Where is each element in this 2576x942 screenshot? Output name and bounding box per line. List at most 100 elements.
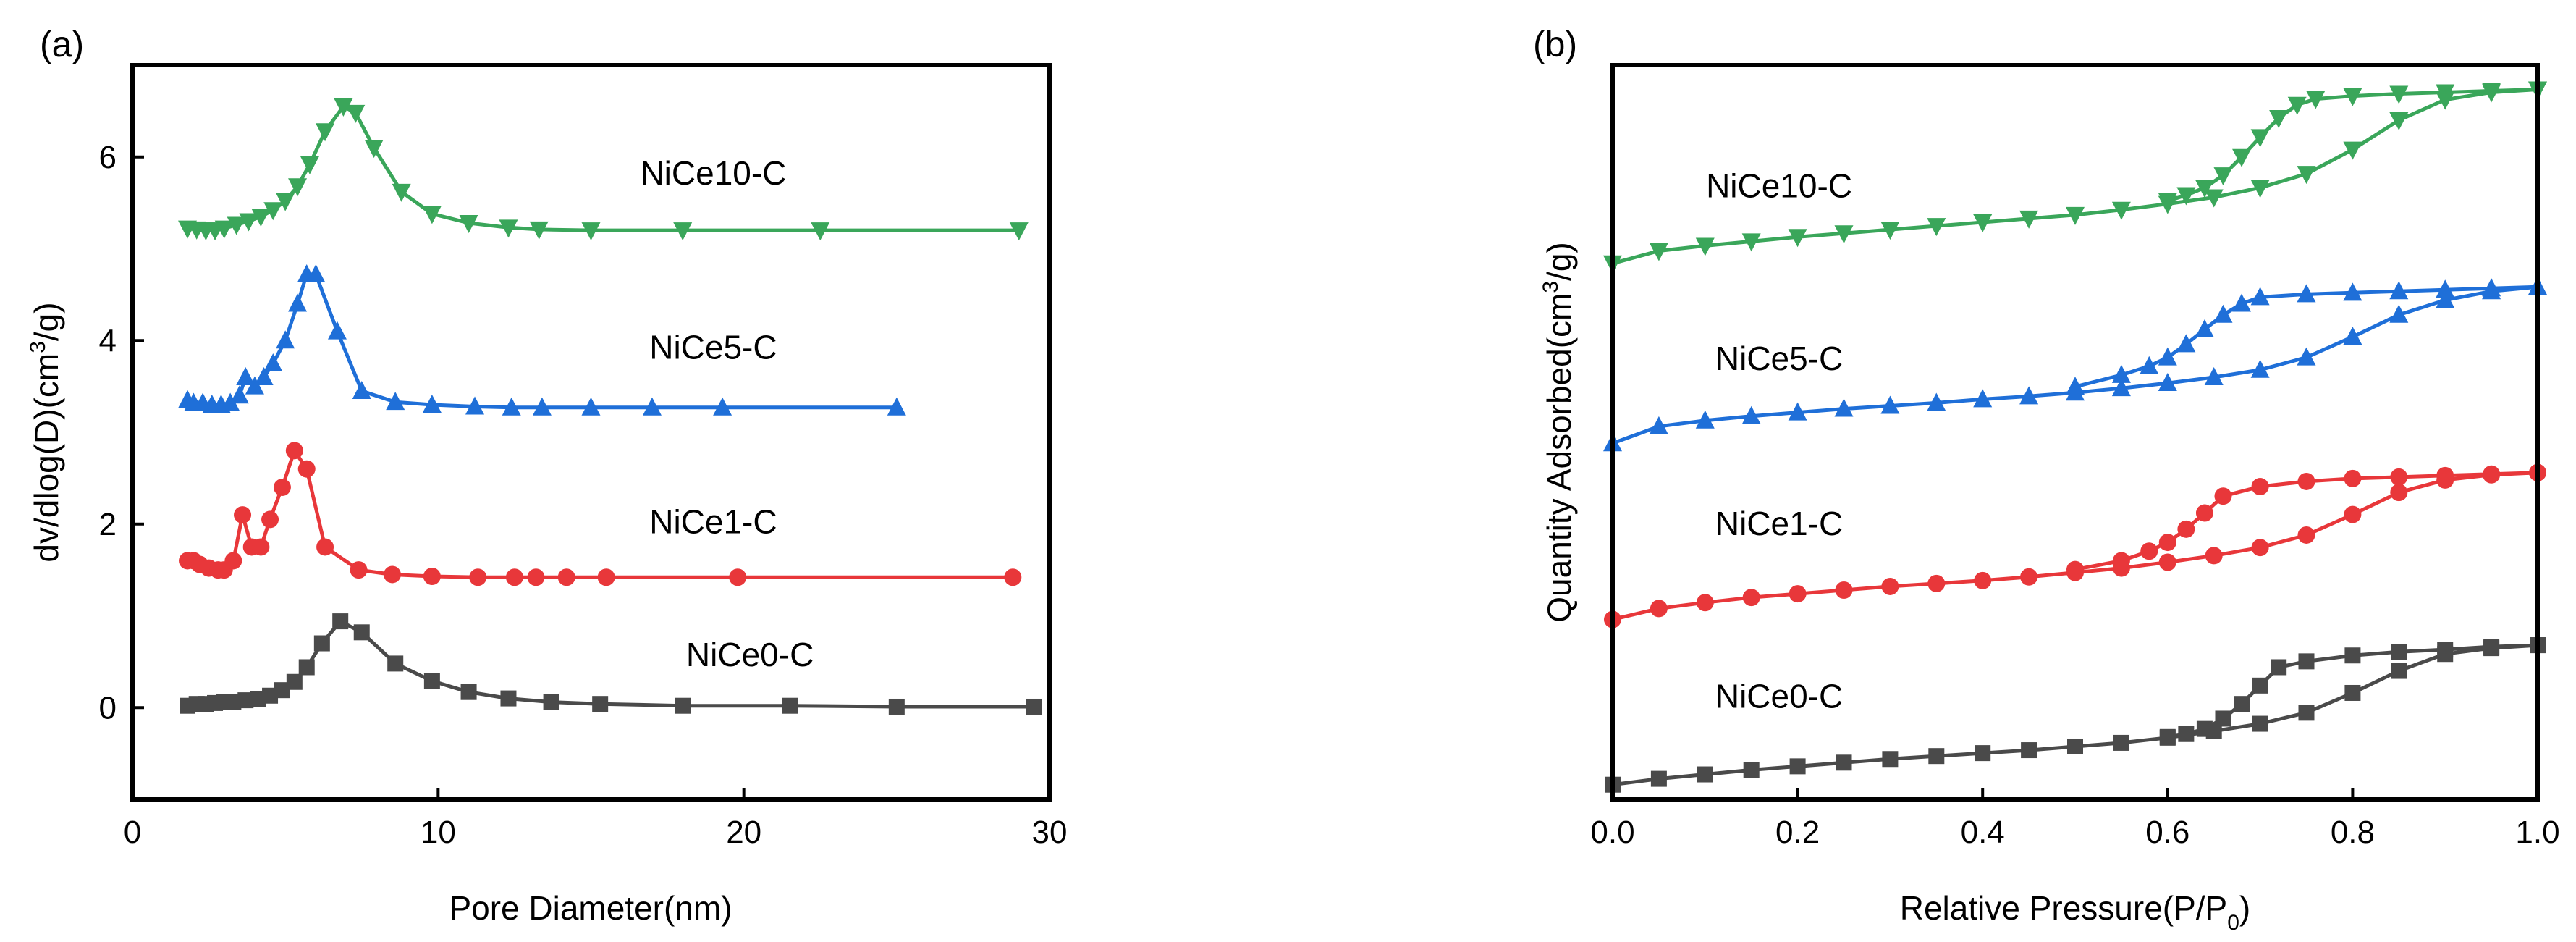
panel-a-nice0-c-point — [286, 673, 303, 690]
panel-b-x-tick-label: 0.8 — [2331, 815, 2375, 850]
panel-a-nice5-c-point — [352, 380, 371, 399]
panel-a-plot-area: NiCe0-C NiCe1-C NiCe5-C NiCe10-C — [178, 98, 1042, 715]
panel-b-nice0-c-point — [1975, 745, 1991, 762]
panel-a-x-tick-label: 30 — [1032, 815, 1068, 850]
panel-b-nice5-c-point — [2195, 319, 2214, 338]
panel-b-nice0-c-point — [2298, 653, 2315, 670]
panel-a-x-tick-label: 0 — [124, 815, 141, 850]
panel-b-nice5-c-point — [1649, 416, 1668, 434]
panel-b-nice10-c-point — [2269, 110, 2289, 129]
panel-a-nice10-c-point — [581, 222, 601, 241]
panel-a-series-nice1-c — [179, 442, 1022, 586]
panel-a-y-tick-label: 2 — [99, 507, 117, 542]
panel-b-nice1-c-point — [2297, 472, 2315, 490]
panel-b-nice1-c-point — [1974, 571, 1992, 589]
panel-a-y-axis-title-main: dv/dlog(D)(cm — [28, 353, 65, 563]
panel-b-nice5-c-point — [1741, 405, 1761, 424]
panel-a-series-label-nice0-c: NiCe0-C — [686, 636, 814, 673]
panel-b-y-axis-title-unit: /g) — [1540, 242, 1578, 281]
panel-a-series-nice0-c — [180, 613, 1042, 715]
panel-b-nice1-c-point — [2436, 466, 2454, 484]
panel-b-nice10-c-point — [2204, 189, 2224, 208]
panel-a-nice10-c-point — [811, 222, 830, 241]
panel-a-nice1-c-point — [273, 479, 291, 497]
panel-b-nice5-c-point — [1788, 402, 1807, 421]
panel-a-label: (a) — [40, 24, 84, 64]
panel-a-nice10-c-point — [459, 215, 478, 234]
panel-a-nice5-c-point — [887, 397, 906, 416]
panel-b-nice5-c-point — [2111, 378, 2131, 397]
panel-a-x-tick-label: 10 — [421, 815, 456, 850]
panel-b-nice5-c-point — [2482, 278, 2501, 297]
panel-a-nice1-c-point — [423, 567, 441, 585]
panel-b-nice10-c-point — [2158, 193, 2177, 211]
panel-b-nice5-c-point — [2297, 347, 2316, 366]
panel-b-nice10-c-point — [1649, 243, 1668, 261]
panel-b-x-axis-title: Relative Pressure(P/P0) — [1900, 889, 2251, 935]
panel-b-nice10-c-point — [2482, 83, 2501, 101]
panel-b-nice1-c-point — [2177, 520, 2195, 538]
panel-a-nice1-c-point — [252, 538, 270, 556]
panel-a-nice10-c-point — [422, 206, 442, 224]
panel-a-nice1-c-point — [729, 568, 747, 586]
panel-b-nice10-c-point — [2213, 167, 2233, 186]
panel-b-nice1-c-point — [2483, 465, 2501, 483]
panel-b-nice10-c-point — [2297, 166, 2316, 185]
panel-b-nice10-c-point — [1834, 225, 1854, 244]
panel-a-nice1-c-point — [285, 442, 303, 460]
panel-b-nice5-c-point — [2140, 356, 2159, 374]
panel-b-plot-area: NiCe0-C NiCe1-C NiCe5-C NiCe10-C — [1603, 81, 2547, 793]
panel-b-nice5-c-point — [2389, 304, 2409, 323]
panel-b-series-nice10-c — [1603, 81, 2547, 274]
panel-b-nice5-c-point — [1880, 395, 1900, 414]
panel-b-nice1-c-point — [2214, 487, 2232, 505]
panel-a-y-tick-label: 0 — [99, 690, 117, 726]
panel-b-nice10-c-point — [1695, 237, 1715, 256]
panel-a-nice10-c-point — [673, 222, 693, 241]
panel-b-nice10-c-point — [2250, 180, 2270, 198]
panel-a-nice0-c-point — [237, 692, 254, 709]
panel-a-nice1-c-point — [557, 568, 575, 586]
panel-b-ticks: 0.0 0.2 0.4 0.6 0.8 1.0 — [1590, 788, 2560, 850]
panel-a-y-tick-label: 4 — [99, 323, 117, 358]
panel-b-nice5-c-point — [2343, 282, 2362, 301]
panel-b-nice10-c-point — [2250, 129, 2270, 148]
panel-a-nice1-c-point — [469, 568, 487, 586]
panel-b-nice5-c-point — [2158, 347, 2177, 366]
panel-a-nice5-c-point — [713, 397, 732, 416]
panel-a-nice5-c-point — [532, 397, 552, 416]
panel-a-nice1-c-point — [350, 561, 368, 579]
panel-b-nice0-c-point — [2391, 663, 2407, 679]
panel-b-x-axis-title-main: Relative Pressure(P/P — [1900, 889, 2228, 927]
panel-b-nice5-c-point — [2250, 287, 2270, 306]
panel-a-nice1-c-point — [261, 510, 279, 529]
panel-a-nice5-c-point — [581, 397, 601, 416]
panel-a-nice1-c-point — [1004, 568, 1022, 586]
panel-a-nice0-c-point — [782, 697, 798, 714]
panel-a-series-label-nice10-c: NiCe10-C — [640, 154, 786, 192]
panel-b-nice10-c-point — [2066, 206, 2085, 225]
panel-b-nice1-c-point — [1927, 574, 1946, 592]
panel-a-nice5-c-point — [306, 264, 326, 282]
panel-b-x-tick-label: 0.2 — [1775, 815, 1820, 850]
panel-a-nice0-c-point — [353, 624, 370, 641]
panel-b-nice5-c-point — [2343, 327, 2362, 345]
panel-b-nice0-c-point — [1697, 766, 1713, 783]
panel-b-nice0-c-point — [2067, 738, 2083, 754]
panel-b-nice10-c-point — [2343, 141, 2362, 160]
panel-a-x-axis-title: Pore Diameter(nm) — [449, 889, 732, 927]
panel-a-ticks: 0 10 20 30 0 2 4 6 — [99, 140, 1068, 850]
panel-a-nice5-c-point — [221, 392, 240, 411]
panel-a-nice10-c-point — [239, 213, 258, 232]
panel-b-nice5-c-point — [1973, 389, 1993, 408]
panel-a-nice0-c-point — [675, 697, 691, 714]
panel-b-nice0-c-point — [2196, 720, 2213, 737]
panel-b-nice10-c-point — [2343, 88, 2362, 106]
panel-b-nice0-c-point — [2391, 644, 2407, 660]
panel-a-nice0-c-point — [250, 691, 266, 707]
panel-b-series-label-nice1-c: NiCe1-C — [1715, 505, 1843, 542]
panel-a-series-nice5-c — [178, 264, 906, 416]
panel-b-nice0-c-point — [1882, 751, 1899, 768]
